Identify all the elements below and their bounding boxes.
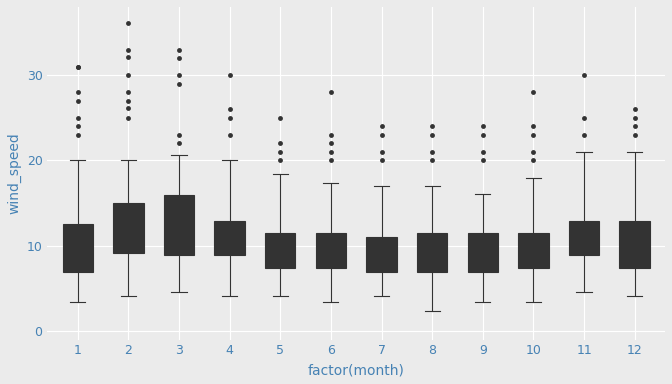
PathPatch shape: [518, 233, 548, 268]
PathPatch shape: [366, 237, 396, 272]
PathPatch shape: [316, 233, 346, 268]
PathPatch shape: [569, 221, 599, 255]
Y-axis label: wind_speed: wind_speed: [7, 132, 21, 214]
PathPatch shape: [620, 221, 650, 268]
X-axis label: factor(month): factor(month): [308, 363, 405, 377]
PathPatch shape: [468, 233, 498, 272]
PathPatch shape: [265, 233, 296, 268]
PathPatch shape: [164, 195, 194, 255]
PathPatch shape: [113, 203, 144, 253]
PathPatch shape: [62, 225, 93, 272]
PathPatch shape: [214, 221, 245, 255]
PathPatch shape: [417, 233, 448, 272]
